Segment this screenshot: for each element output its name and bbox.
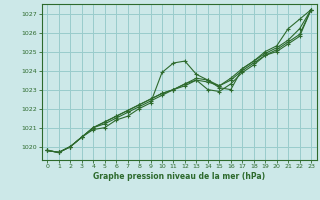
X-axis label: Graphe pression niveau de la mer (hPa): Graphe pression niveau de la mer (hPa) [93, 172, 265, 181]
